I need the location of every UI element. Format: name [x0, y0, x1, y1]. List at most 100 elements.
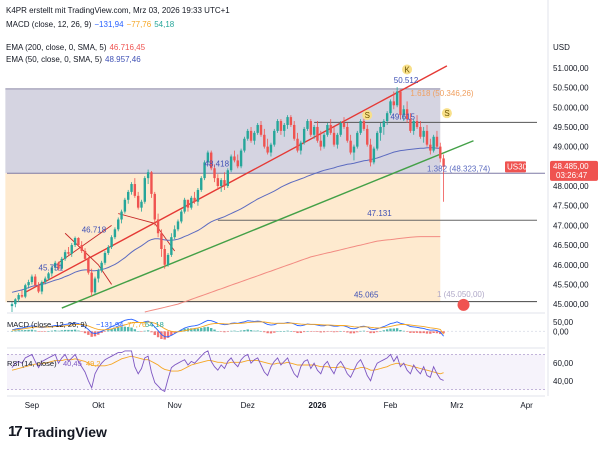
macd-hist-bar: [299, 331, 303, 334]
macd-hist-bar: [346, 331, 349, 333]
macd-hist-bar: [409, 331, 412, 333]
candle-body: [389, 101, 392, 114]
tradingview-logo[interactable]: 17 TradingView: [8, 423, 107, 440]
currency-label: USD: [553, 43, 570, 52]
level-label-50512: 50.512: [394, 76, 419, 85]
channel-lower-line: [61, 140, 474, 309]
tv-logo-text: TradingView: [24, 423, 107, 440]
macd-hist-bar: [402, 330, 405, 332]
candle-body: [236, 160, 239, 167]
macd-hist-bar: [216, 331, 220, 332]
candle-body: [296, 138, 299, 151]
candle-body: [213, 168, 216, 179]
ema200-legend-value: 46.716,45: [109, 43, 146, 52]
level-label-46718: 46.718: [82, 225, 107, 234]
rsi-panel-label: RSI (14, close): [7, 359, 57, 368]
pattern-line-c: [58, 225, 112, 264]
current-price-label: 48.485,00: [553, 162, 589, 171]
macd-legend-value-macd: −131,94: [94, 20, 124, 29]
macd-hist-bar: [279, 331, 283, 332]
macd-legend-top[interactable]: MACD (close, 12, 26, 9) −131,94 −77,76 54,1…: [6, 20, 174, 29]
ema50-legend[interactable]: EMA (50, close, 0, SMA, 5) 48.957,46: [6, 55, 141, 64]
macd-panel-value-hist: 54,18: [145, 320, 164, 329]
macd-hist-bar: [312, 331, 316, 332]
macd-signal-line: [11, 321, 444, 335]
macd-hist-bar: [103, 331, 107, 332]
macd-hist-bar: [359, 330, 362, 332]
macd-hist-bar: [395, 328, 399, 332]
macd-hist-bar: [425, 331, 429, 334]
countdown-label: 03:26:47: [556, 171, 588, 180]
macd-hist-bar: [67, 329, 70, 332]
macd-hist-bar: [336, 331, 339, 333]
macd-hist-bar: [63, 329, 67, 332]
macd-hist-bar: [136, 331, 140, 332]
candle-body: [332, 132, 336, 145]
candle-body: [143, 178, 146, 202]
candle-body: [369, 144, 372, 163]
macd-hist-bar: [266, 331, 269, 334]
macd-hist-bar: [133, 329, 137, 332]
level-label-48418: 48.418: [205, 160, 230, 169]
ema200-line: [144, 236, 441, 313]
candle-body: [379, 126, 382, 133]
candle-body: [146, 172, 150, 179]
macd-hist-bar: [339, 331, 342, 332]
price-tick-label: 51.000,00: [553, 64, 589, 73]
candle-body: [113, 229, 117, 238]
candle-body: [166, 254, 170, 265]
price-tick-label: 50.500,00: [553, 84, 589, 93]
macd-hist-bar: [369, 331, 372, 334]
candle-body: [425, 130, 429, 145]
candle-body: [246, 130, 249, 139]
candle-body: [30, 276, 34, 283]
macd-hist-bar: [170, 331, 173, 336]
macd-hist-bar: [83, 331, 87, 334]
price-tick-label: 47.500,00: [553, 202, 589, 211]
macd-hist-bar: [17, 330, 20, 332]
ema200-legend[interactable]: EMA (200, close, 0, SMA, 5) 46.716,45: [6, 43, 145, 52]
candle-body: [266, 146, 269, 153]
macd-hist-bar: [210, 328, 213, 332]
candle-body: [77, 237, 80, 246]
candle-body: [14, 299, 17, 305]
fib-label-1382: 1.382 (48.323,74): [427, 164, 490, 173]
macd-hist-bar: [40, 331, 44, 332]
macd-hist-bar: [259, 330, 263, 332]
candle-body: [382, 121, 386, 127]
candle-body: [419, 126, 422, 137]
macd-hist-bar: [50, 330, 54, 332]
time-tick-label: 2026: [309, 401, 327, 410]
macd-panel-label: MACD (close, 12, 26, 9): [7, 320, 88, 329]
candle-body: [97, 270, 100, 279]
macd-hist-bar: [412, 331, 415, 333]
candle-body: [180, 211, 183, 222]
candle-body: [336, 134, 339, 145]
candle-body: [395, 91, 399, 106]
macd-hist-bar: [269, 331, 273, 334]
macd-hist-bar: [273, 331, 276, 333]
macd-hist-bar: [196, 328, 200, 332]
candle-body: [326, 124, 329, 135]
macd-hist-bar: [180, 329, 183, 332]
macd-hist-bar: [286, 330, 289, 332]
price-tick-label: 46.000,00: [553, 261, 589, 270]
candle-body: [269, 144, 273, 153]
candle-body: [276, 121, 279, 131]
macd-hist-bar: [349, 331, 352, 334]
candle-body: [120, 211, 123, 220]
candle-body: [27, 282, 30, 286]
candle-body: [429, 144, 432, 151]
macd-hist-bar: [60, 330, 63, 332]
candle-body: [319, 140, 322, 147]
candle-body: [203, 162, 206, 179]
candle-body: [256, 124, 259, 133]
macd-hist-bar: [379, 331, 382, 332]
pattern-marker-1: [402, 64, 413, 75]
macd-hist-bar: [30, 329, 34, 332]
candle-body: [243, 138, 246, 151]
candle-body: [422, 130, 425, 137]
macd-hist-bar: [399, 329, 402, 332]
candle-body: [60, 258, 63, 269]
